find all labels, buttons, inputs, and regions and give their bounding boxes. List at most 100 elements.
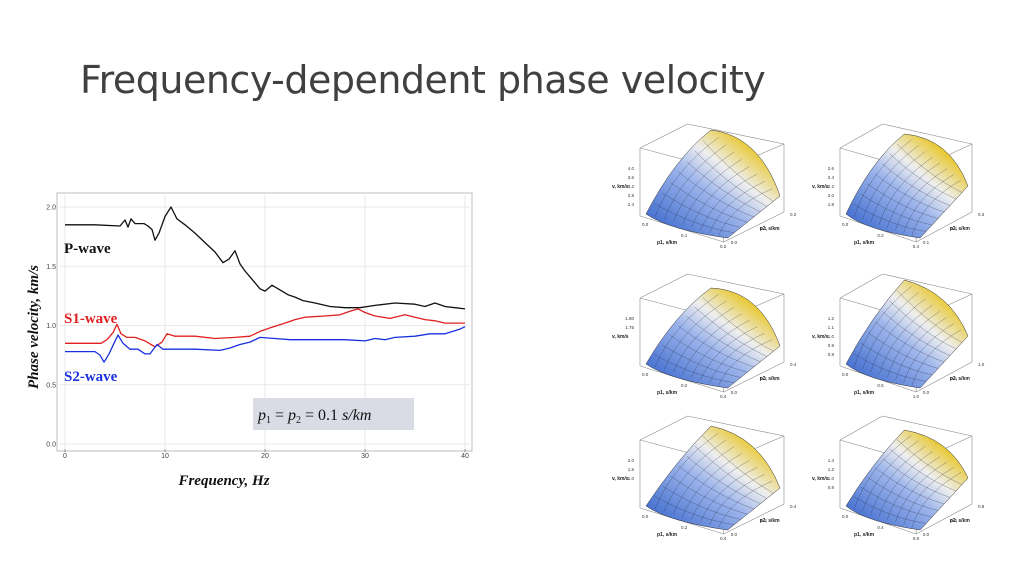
- mesh-line: [662, 192, 741, 228]
- mesh-line: [691, 460, 750, 520]
- box-edge: [839, 123, 883, 149]
- x-tick-label: 0.2: [720, 244, 727, 249]
- mesh-line: [896, 439, 963, 485]
- box-edge: [687, 273, 785, 295]
- x-tick-label: 0.0: [842, 514, 849, 519]
- y-tick-label: 0.2: [760, 518, 767, 523]
- x-tick-label: 0.0: [842, 222, 849, 227]
- mesh-line: [887, 162, 940, 228]
- annotation-box: [253, 398, 414, 430]
- mesh-line: [867, 183, 939, 219]
- box-edge: [916, 211, 973, 243]
- mesh-line: [702, 435, 774, 494]
- box-edge: [882, 123, 973, 145]
- box-edge: [687, 123, 785, 145]
- mesh-line: [686, 455, 761, 504]
- y-tick-label: 0.0: [731, 240, 738, 245]
- y-tick-label: 0.0: [923, 390, 930, 395]
- x-axis-label: p1, s/km: [854, 390, 875, 396]
- x-tick-label: 0.0: [642, 222, 649, 227]
- mesh-line: [903, 323, 954, 383]
- mesh-line: [662, 344, 741, 378]
- velocity-surface: [645, 287, 781, 389]
- x-tick-label: 0.2: [681, 525, 688, 530]
- y-axis-label: p2, s/km: [760, 226, 781, 232]
- z-axis-label: v, km/s: [812, 334, 829, 340]
- y-tick-label: 0.2: [790, 212, 797, 217]
- mesh-line: [860, 193, 933, 226]
- x-tick-label: 0.0: [642, 372, 649, 377]
- mesh-line: [654, 294, 719, 367]
- z-tick-label: 1.0: [828, 334, 835, 339]
- series-line-s1-wave: [65, 308, 465, 348]
- box-edge: [882, 415, 973, 437]
- z-tick-label: 2.4: [628, 202, 635, 207]
- x-axis-label: p1, s/km: [854, 240, 875, 246]
- mesh-line: [682, 159, 742, 225]
- series-label-s2-wave: S2-wave: [64, 369, 118, 385]
- mesh-line: [878, 304, 933, 375]
- surface-plot-1: 4.03.63.22.82.4v, km/s0.00.10.2p1, s/km0…: [612, 123, 797, 249]
- mesh-line: [694, 445, 767, 499]
- x-tick-label: 0.0: [642, 514, 649, 519]
- x-axis-label: p1, s/km: [657, 390, 678, 396]
- z-tick-label: 4.0: [628, 166, 635, 171]
- box-edge: [723, 503, 785, 535]
- y-axis-label: p2, s/km: [950, 226, 971, 232]
- mesh-line: [878, 156, 933, 225]
- mesh-line: [670, 335, 748, 373]
- mesh-line: [700, 326, 758, 381]
- mesh-line: [678, 171, 754, 218]
- y-tick-label: 1.0: [46, 323, 56, 330]
- mesh-line: [875, 467, 945, 505]
- x-tick-label: 0: [63, 453, 67, 460]
- x-tick-label: 0.5: [877, 383, 884, 388]
- mesh-line: [686, 161, 761, 212]
- velocity-surface: [645, 425, 781, 531]
- y-axis-label: p2, s/km: [760, 376, 781, 382]
- z-tick-label: 0.8: [828, 352, 835, 357]
- mesh-line: [895, 317, 947, 381]
- y-axis-label: p2, s/km: [760, 518, 781, 524]
- mesh-line: [895, 461, 947, 523]
- box-edge: [839, 273, 883, 299]
- mesh-line: [889, 300, 957, 350]
- x-tick-label: 0.4: [720, 394, 727, 399]
- x-tick-label: 0.2: [877, 233, 884, 238]
- mesh-line: [673, 446, 735, 515]
- box-edge: [916, 503, 973, 535]
- x-tick-label: 0.0: [842, 372, 849, 377]
- x-tick-label: 0.4: [720, 536, 727, 541]
- y-tick-label: 0.2: [950, 226, 957, 231]
- velocity-surface: [845, 279, 969, 389]
- box-edge: [839, 415, 883, 441]
- series-label-p-wave: P-wave: [64, 241, 111, 257]
- z-tick-label: 1.8: [828, 202, 835, 207]
- mesh-line: [878, 451, 933, 517]
- z-axis-label: v, km/s: [812, 184, 829, 190]
- mesh-line: [860, 486, 933, 518]
- mesh-line: [887, 310, 940, 378]
- mesh-line: [882, 458, 951, 498]
- velocity-surface: [845, 133, 969, 239]
- y-axis-title: Phase velocity, km/s: [26, 265, 42, 389]
- mesh-line: [670, 475, 748, 515]
- mesh-line: [700, 467, 758, 523]
- box-edge: [639, 415, 688, 441]
- x-tick-label: 0.1: [681, 233, 688, 238]
- z-tick-label: 2.6: [828, 166, 835, 171]
- mesh-line: [853, 353, 927, 382]
- y-tick-label: 0.0: [923, 532, 930, 537]
- z-tick-label: 1.5: [628, 467, 635, 472]
- box-edge: [639, 273, 688, 299]
- box-edge: [882, 273, 973, 295]
- x-axis-title: Frequency, Hz: [177, 473, 269, 489]
- mesh-line: [903, 174, 954, 233]
- surface-plot-5: 2.0 1.5 1.0v, km/s 0.0 0.2 0.4 p1, s/km 0.4 0.2 0…: [612, 415, 797, 541]
- mesh-line: [678, 325, 754, 368]
- mesh-line: [854, 435, 912, 509]
- x-tick-label: 0.4: [877, 525, 884, 530]
- box-edge: [916, 361, 973, 393]
- mesh-line: [654, 495, 735, 525]
